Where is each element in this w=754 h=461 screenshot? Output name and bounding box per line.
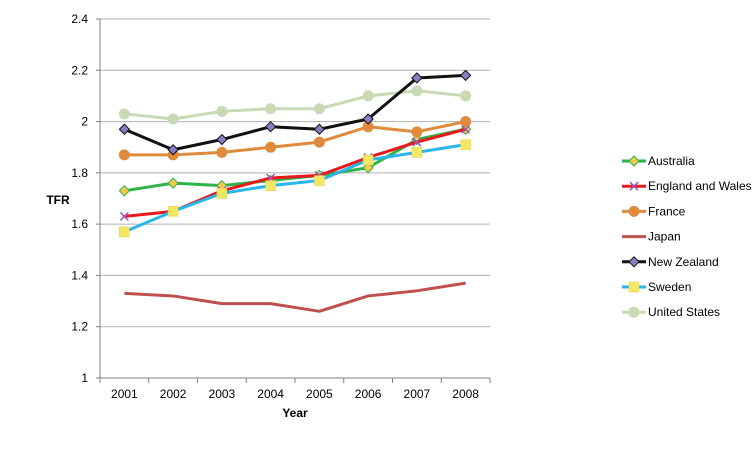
series-lines [118,69,472,313]
grid-lines [100,18,490,328]
legend: Australia England and Wales France Japan New… [622,154,752,319]
y-tick-label: 1.6 [71,217,88,231]
data-point-france [216,146,228,158]
legend-label: Australia [648,154,695,168]
legend-marker [628,205,640,217]
series-japan [124,281,466,313]
x-tick-label: 2007 [404,387,431,401]
data-point-france [313,136,325,148]
data-point-england-and-wales [461,124,471,134]
legend-marker [628,306,640,318]
data-point-sweden [314,175,325,186]
data-point-australia [167,177,179,189]
x-tick-label: 2002 [160,387,187,401]
data-point-sweden [265,180,276,191]
series-new-zealand [118,69,472,156]
data-point-united-states [118,108,130,120]
data-point-france [411,126,423,138]
series-line-new-zealand [123,73,466,152]
data-point-new-zealand [313,123,326,135]
legend-item-new-zealand: New Zealand [622,255,719,269]
x-tick-label: 2001 [111,387,138,401]
data-point-new-zealand [459,69,472,82]
data-point-sweden [216,188,228,199]
x-tick-label: 2003 [209,387,236,401]
legend-marker [629,181,639,191]
y-tick-label: 1.8 [71,166,88,180]
data-point-france [265,141,277,153]
data-point-new-zealand [264,120,277,133]
data-point-united-states [167,113,179,125]
legend-marker [628,256,640,268]
x-tick-label: 2005 [306,387,333,401]
legend-label: Sweden [648,280,691,294]
legend-label: England and Wales [648,179,752,193]
y-axis-title: TFR [46,193,70,207]
data-point-united-states [313,103,325,115]
legend-marker [628,281,640,293]
data-point-australia [118,185,131,197]
data-point-new-zealand [411,72,423,84]
data-point-united-states [216,105,228,117]
legend-label: France [648,204,686,218]
x-tick-label: 2008 [452,387,479,401]
data-point-england-and-wales [412,137,422,147]
axes [99,19,490,379]
data-point-sweden [167,206,179,217]
data-point-united-states [460,90,472,102]
data-point-sweden [119,226,130,238]
y-tick-label: 2.4 [71,12,88,26]
y-tick-label: 2.2 [71,63,88,77]
series-line-united-states [124,89,466,121]
data-point-new-zealand [167,144,179,156]
legend-item-japan: Japan [622,230,681,244]
data-point-sweden [460,139,471,150]
x-tick-label: 2006 [355,387,382,401]
data-point-new-zealand [216,133,228,146]
series-line-japan [124,281,466,313]
data-point-sweden [362,154,374,166]
legend-item-united-states: United States [622,305,720,319]
legend-label: Japan [648,230,681,244]
series-united-states [118,85,472,125]
legend-item-australia: Australia [622,154,695,168]
data-point-sweden [411,147,423,158]
series-line-sweden [123,143,466,234]
y-tick-labels: 1 1.2 1.4 1.6 1.8 2 2.2 2.4 [71,12,100,385]
data-point-new-zealand [118,123,131,135]
series-sweden [119,139,471,238]
y-tick-label: 1.4 [71,268,88,282]
data-point-france [118,149,130,161]
y-tick-label: 1 [81,371,88,385]
legend-item-sweden: Sweden [622,280,691,294]
legend-label: United States [648,305,720,319]
legend-marker [628,155,640,167]
y-tick-label: 2 [81,115,88,129]
y-tick-label: 1.2 [71,320,88,334]
x-tick-label: 2004 [257,387,284,401]
legend-item-france: France [622,204,686,218]
legend-label: New Zealand [648,255,719,269]
legend-item-england-and-wales: England and Wales [622,179,752,193]
data-point-united-states [362,90,374,102]
data-point-england-and-wales [119,211,129,221]
data-point-united-states [411,85,423,97]
x-axis-title: Year [282,406,308,420]
x-tick-labels: 2001 2002 2003 2004 2005 2006 2007 2008 [99,378,491,401]
data-point-united-states [265,103,277,115]
data-point-france [460,116,472,128]
series-line-france [124,120,466,157]
data-point-new-zealand [362,113,374,125]
